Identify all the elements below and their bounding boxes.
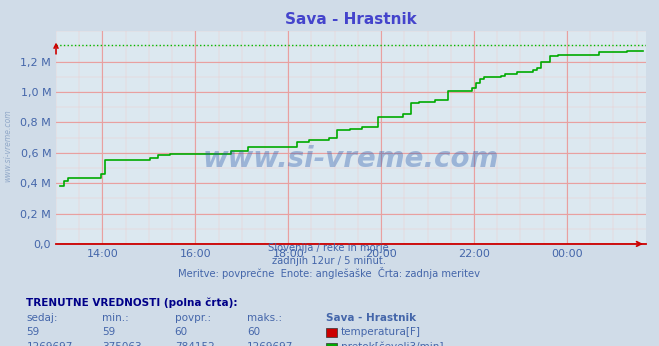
Text: temperatura[F]: temperatura[F] [341, 327, 420, 337]
Text: 1269697: 1269697 [26, 342, 72, 346]
Text: 59: 59 [102, 327, 115, 337]
Text: Sava - Hrastnik: Sava - Hrastnik [326, 313, 416, 323]
Text: min.:: min.: [102, 313, 129, 323]
Text: 60: 60 [175, 327, 188, 337]
Text: TRENUTNE VREDNOSTI (polna črta):: TRENUTNE VREDNOSTI (polna črta): [26, 298, 238, 308]
Text: 59: 59 [26, 327, 40, 337]
Title: Sava - Hrastnik: Sava - Hrastnik [285, 12, 416, 27]
Text: sedaj:: sedaj: [26, 313, 58, 323]
Text: www.si-vreme.com: www.si-vreme.com [203, 145, 499, 173]
Text: www.si-vreme.com: www.si-vreme.com [3, 109, 13, 182]
Text: Slovenija / reke in morje.: Slovenija / reke in morje. [268, 243, 391, 253]
Text: maks.:: maks.: [247, 313, 282, 323]
Text: zadnjih 12ur / 5 minut.: zadnjih 12ur / 5 minut. [273, 256, 386, 266]
Text: Meritve: povprečne  Enote: anglešaške  Črta: zadnja meritev: Meritve: povprečne Enote: anglešaške Črt… [179, 267, 480, 279]
Text: pretok[čevelj3/min]: pretok[čevelj3/min] [341, 341, 444, 346]
Text: 375063: 375063 [102, 342, 142, 346]
Text: 1269697: 1269697 [247, 342, 293, 346]
Text: 60: 60 [247, 327, 260, 337]
Text: povpr.:: povpr.: [175, 313, 211, 323]
Text: 784152: 784152 [175, 342, 214, 346]
